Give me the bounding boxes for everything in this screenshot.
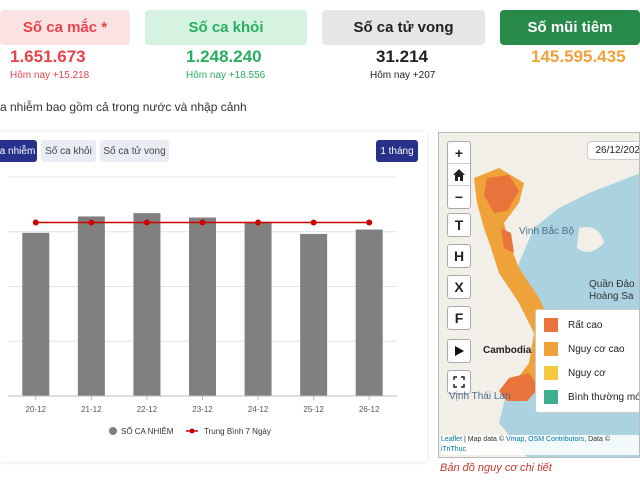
vaccine-label: Số mũi tiêm [527,19,613,36]
avg-point-25-12[interactable] [310,219,317,226]
x-tick-label: 23-12 [192,405,213,414]
x-tick-label: 24-12 [248,405,269,414]
legend-line-dot[interactable] [189,428,195,434]
map-tool-h-button[interactable]: H [447,244,471,268]
legend-swatch [544,318,558,332]
vietnam-region-high[interactable] [474,168,554,398]
x-tick-label: 26-12 [359,405,380,414]
legend-swatch [544,390,558,404]
deaths-value: 31.214 [376,47,428,66]
avg-point-21-12[interactable] [88,219,95,226]
cases-today: Hôm nay +15.218 [10,70,90,81]
bar-20-12[interactable] [22,232,50,396]
map-label-gulf-thailand: Vịnh Thái Lan [449,391,511,402]
vietnam-north-very-high[interactable] [484,175,519,213]
legend-line-label[interactable]: Trung Bình 7 Ngày [204,427,271,436]
daily-cases-chart: 20-12 21-12 22-12 23-12 24-12 25-12 26-12 SỐ C… [8,176,397,436]
chart-subtitle: a nhiễm bao gồm cả trong nước và nhập cả… [0,100,247,114]
fullscreen-icon [453,376,465,388]
map-label-gulf-tonkin: Vịnh Bắc Bộ [519,226,575,237]
zoom-out-button[interactable]: − [454,189,464,205]
risk-legend: Rất cao Nguy cơ cao Nguy cơ Bình thường … [535,309,639,413]
cases-value: 1.651.673 [10,47,86,66]
map-label-islands-1: Quần Đảo [589,279,635,290]
osm-link[interactable]: OSM Contributors [528,436,585,443]
fullscreen-button[interactable] [447,370,471,394]
vmap-link[interactable]: Vmap [505,436,525,443]
tab-cases[interactable]: a nhiễm [0,140,37,162]
deaths-card: Số ca tử vong [322,10,485,45]
legend-swatch [544,342,558,356]
bar-22-12[interactable] [133,213,161,396]
x-tick-label: 20-12 [26,405,47,414]
map-tool-t-button[interactable]: T [447,213,471,237]
zoom-controls: + − [447,141,471,209]
recovered-card: Số ca khỏi [145,10,307,45]
vietnam-south-very-high[interactable] [499,373,539,401]
avg-point-26-12[interactable] [366,219,373,226]
x-tick-label: 25-12 [303,405,324,414]
risk-map[interactable]: 26/12/202 + − T H X F Vịnh Bắc Bộ Quần Đ… [438,132,640,458]
period-button[interactable]: 1 tháng [376,140,418,162]
cases-card: Số ca mắc * [0,10,130,45]
tab-deaths[interactable]: Số ca tử vong [100,140,169,162]
avg-point-22-12[interactable] [143,219,150,226]
legend-normal: Bình thường mới [544,390,639,404]
avg-point-20-12[interactable] [32,219,39,226]
map-label-islands-2: Hoàng Sa [589,291,634,302]
bar-21-12[interactable] [77,216,105,396]
recovered-label: Số ca khỏi [188,19,264,36]
bar-26-12[interactable] [355,229,383,396]
deaths-label: Số ca tử vong [353,19,454,36]
legend-bar-label[interactable]: SỐ CA NHIỄM [121,426,174,436]
itrithuc-link[interactable]: iTriThuc [441,446,467,453]
cases-label: Số ca mắc * [22,19,108,36]
x-tick-label: 21-12 [81,405,102,414]
legend-very-high: Rất cao [544,318,602,332]
map-label-cambodia: Cambodia [483,345,532,356]
x-tick-label: 22-12 [137,405,158,414]
bar-25-12[interactable] [300,233,328,396]
tab-recovered[interactable]: Số ca khỏi [41,140,96,162]
home-button[interactable] [448,164,470,186]
legend-risk: Nguy cơ [544,366,606,380]
zoom-in-button[interactable]: + [448,142,470,164]
map-tool-f-button[interactable]: F [447,306,471,330]
hainan-island [577,227,604,252]
legend-bar-swatch[interactable] [109,427,117,435]
deaths-today: Hôm nay +207 [370,70,436,81]
map-caption: Bản đồ nguy cơ chi tiết [440,462,552,474]
map-tool-x-button[interactable]: X [447,275,471,299]
play-icon [455,346,464,356]
home-icon [453,168,465,181]
vaccine-value: 145.595.435 [531,47,626,66]
play-button[interactable] [447,339,471,363]
avg-point-24-12[interactable] [255,219,262,226]
legend-high: Nguy cơ cao [544,342,625,356]
bar-23-12[interactable] [189,217,216,396]
recovered-today: Hôm nay +18.556 [186,70,266,81]
chart-panel: a nhiễm Số ca khỏi Số ca tử vong 1 tháng… [0,132,427,462]
map-attribution: Leaflet | Map data © Vmap, OSM Contribut… [441,435,639,455]
vaccine-card: Số mũi tiêm [500,10,640,45]
legend-swatch [544,366,558,380]
map-date: 26/12/202 [586,141,639,160]
recovered-value: 1.248.240 [186,47,262,66]
leaflet-link[interactable]: Leaflet [441,436,463,443]
bar-24-12[interactable] [244,221,272,396]
vietnam-central-very-high[interactable] [501,228,514,253]
avg-point-23-12[interactable] [199,219,206,226]
